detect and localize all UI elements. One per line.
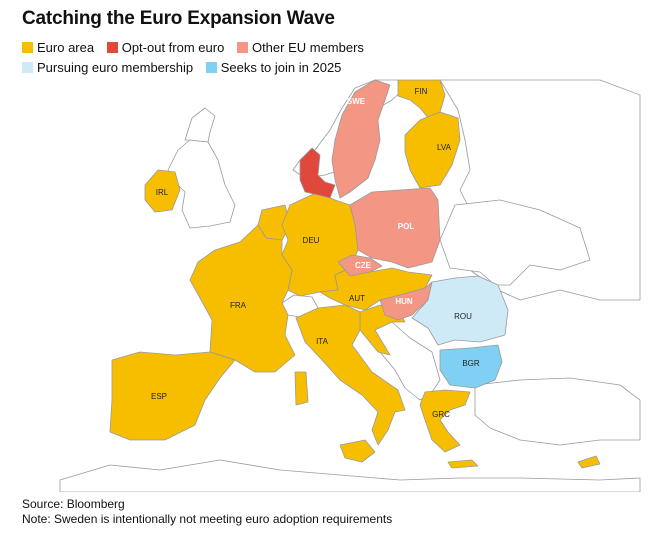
legend-label-euro-area: Euro area	[37, 40, 95, 55]
footer: Source: Bloomberg Note: Sweden is intent…	[22, 497, 392, 527]
legend-item-seeks-2025: Seeks to join in 2025	[205, 58, 342, 77]
label-aut: AUT	[349, 294, 365, 303]
footnote: Note: Sweden is intentionally not meetin…	[22, 512, 393, 526]
country-greece	[419, 389, 471, 453]
country-france	[189, 224, 296, 373]
country-ireland	[144, 169, 181, 213]
country-spain-portugal	[109, 351, 236, 441]
legend-label-pursuing: Pursuing euro membership	[37, 60, 194, 75]
legend-item-other-eu: Other EU members	[236, 38, 364, 57]
legend-swatch-pursuing	[22, 62, 33, 73]
legend-item-opt-out: Opt-out from euro	[106, 38, 225, 57]
label-cze: CZE	[355, 261, 372, 270]
label-swe: SWE	[347, 97, 366, 106]
label-fra: FRA	[230, 301, 247, 310]
label-deu: DEU	[303, 236, 320, 245]
label-rou: ROU	[454, 312, 472, 321]
label-fin: FIN	[415, 87, 428, 96]
country-italy	[295, 304, 406, 446]
country-poland	[349, 187, 441, 269]
legend-item-pursuing: Pursuing euro membership	[22, 58, 193, 77]
country-denmark	[299, 147, 336, 199]
label-grc: GRC	[432, 410, 450, 419]
label-pol: POL	[398, 222, 415, 231]
label-bgr: BGR	[462, 359, 480, 368]
legend-swatch-seeks-2025	[205, 62, 217, 73]
label-irl: IRL	[156, 188, 169, 197]
legend-swatch-opt-out	[106, 42, 118, 53]
country-sardinia	[294, 371, 309, 406]
source-note: Source: Bloomberg	[22, 497, 125, 511]
country-czechia	[337, 254, 383, 277]
legend-label-seeks-2025: Seeks to join in 2025	[220, 60, 342, 75]
country-cyprus-crete	[447, 455, 601, 469]
label-ita: ITA	[316, 337, 329, 346]
legend-label-opt-out: Opt-out from euro	[121, 40, 225, 55]
country-bulgaria	[439, 344, 503, 389]
country-turkey	[474, 377, 641, 446]
legend-label-other-eu: Other EU members	[251, 40, 364, 55]
country-romania	[411, 275, 509, 346]
legend-item-euro-area: Euro area	[22, 38, 94, 57]
label-lva: LVA	[437, 143, 452, 152]
country-scotland	[184, 107, 216, 143]
country-belarus-ukraine	[439, 199, 591, 286]
country-sweden	[331, 79, 391, 199]
country-estonia-latvia-lithuania	[404, 111, 461, 189]
legend: Euro area Opt-out from euro Other EU mem…	[22, 38, 442, 78]
legend-swatch-euro-area	[22, 42, 33, 53]
country-sicily	[339, 439, 376, 463]
europe-map: FIN SWE LVA IRL DEU POL CZE FRA AUT HUN …	[59, 79, 641, 492]
label-hun: HUN	[395, 297, 413, 306]
chart-title: Catching the Euro Expansion Wave	[22, 8, 335, 29]
country-north-africa	[59, 459, 641, 492]
country-labels: FIN SWE LVA IRL DEU POL CZE FRA AUT HUN …	[151, 87, 480, 419]
legend-swatch-other-eu	[236, 42, 248, 53]
label-esp: ESP	[151, 392, 167, 401]
